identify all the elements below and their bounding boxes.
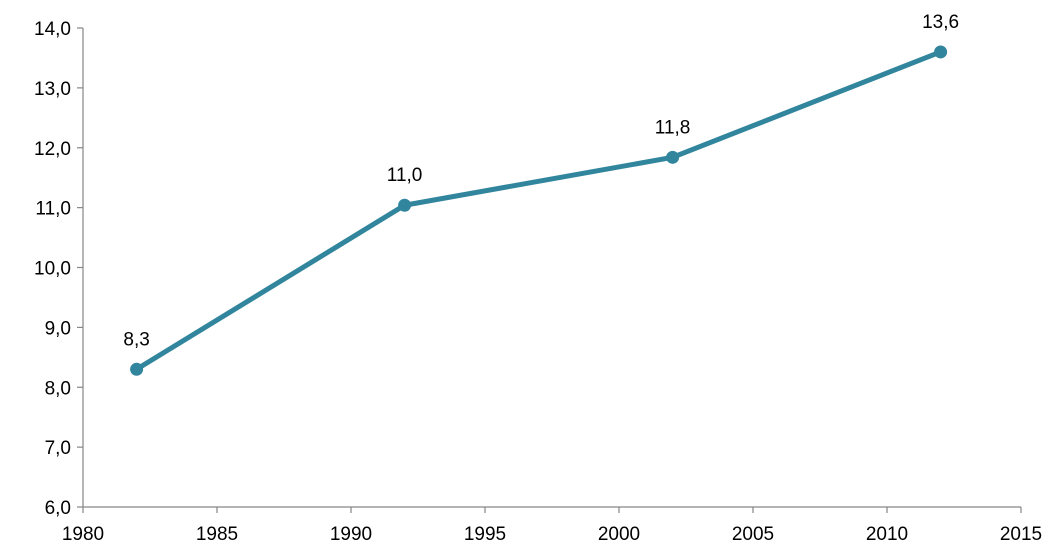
y-tick-label: 14,0 (34, 19, 71, 40)
data-label: 11,8 (655, 117, 691, 138)
x-tick-label: 1980 (62, 524, 104, 545)
y-tick-label: 10,0 (34, 259, 71, 280)
y-tick-label: 12,0 (34, 139, 71, 160)
x-tick-label: 2005 (732, 524, 774, 545)
y-tick-label: 8,0 (45, 378, 71, 399)
y-tick-label: 6,0 (45, 498, 71, 519)
x-tick-label: 1985 (196, 524, 238, 545)
data-point (934, 45, 948, 59)
data-label: 11,0 (387, 165, 423, 186)
y-axis-ticks: 6,0 7,0 8,0 9,0 10,0 11,0 12,0 13,0 14,0 (34, 19, 83, 519)
y-tick-label: 9,0 (45, 318, 71, 339)
series-group (130, 45, 948, 376)
y-tick-label: 7,0 (45, 438, 71, 459)
y-tick-label: 11,0 (35, 199, 71, 220)
data-labels: 8,3 11,0 11,8 13,6 (123, 12, 959, 350)
data-label: 8,3 (123, 329, 149, 350)
data-point (130, 362, 144, 376)
x-tick-label: 2015 (1000, 524, 1042, 545)
x-tick-label: 1990 (330, 524, 372, 545)
x-tick-label: 2000 (598, 524, 640, 545)
data-label: 13,6 (922, 12, 959, 33)
data-point (666, 150, 680, 164)
x-tick-label: 1995 (464, 524, 506, 545)
x-tick-label: 2010 (866, 524, 908, 545)
y-tick-label: 13,0 (34, 79, 71, 100)
data-point (398, 198, 412, 212)
series-line (134, 49, 944, 372)
axes (82, 28, 1021, 508)
x-axis-ticks: 1980 1985 1990 1995 2000 2005 2010 2015 (62, 507, 1042, 545)
